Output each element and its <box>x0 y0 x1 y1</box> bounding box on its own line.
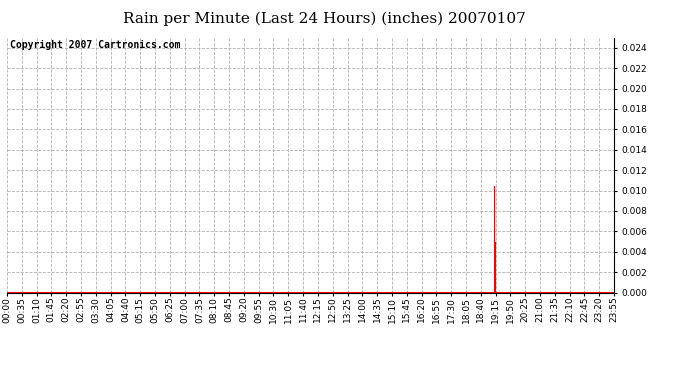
Text: Rain per Minute (Last 24 Hours) (inches) 20070107: Rain per Minute (Last 24 Hours) (inches)… <box>123 11 526 26</box>
Text: Copyright 2007 Cartronics.com: Copyright 2007 Cartronics.com <box>10 40 180 50</box>
